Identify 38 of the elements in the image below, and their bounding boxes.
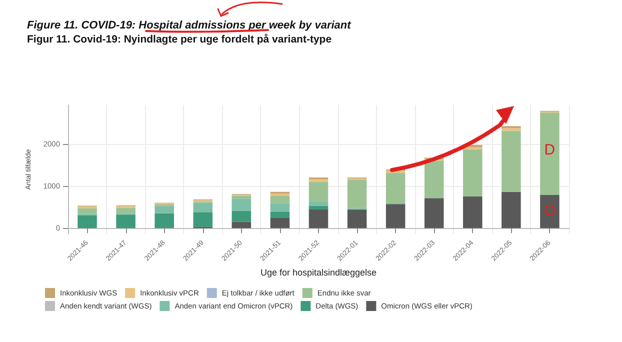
bar [463,196,482,228]
bar [193,202,213,212]
bar [386,172,406,204]
bar [116,208,136,214]
bar [308,202,328,206]
bar [232,222,252,228]
bar [308,179,328,182]
bar [540,112,560,195]
bar [347,210,367,228]
bar [270,218,290,228]
bar [78,215,97,228]
x-axis-title: Uge for hospitalsindlæggelse [260,268,377,278]
bar [270,212,290,218]
bar [193,212,213,227]
bar [270,196,290,204]
annotation: D [544,142,556,159]
chart-title: Figure 11. COVID-19: Hospital admissions per week by variant [27,20,352,32]
bar [386,204,406,228]
bar [424,160,444,198]
bar [540,194,560,228]
bar [232,196,252,199]
bar [154,213,174,228]
annotation: O [544,202,556,220]
bar [502,192,521,228]
bar [116,214,136,228]
bar [270,203,290,212]
bar [154,206,174,214]
bar [308,209,328,228]
bar [308,182,328,202]
bar [232,210,252,222]
bar [232,198,252,211]
bar [502,130,521,192]
bar [463,149,482,196]
bar [347,180,367,208]
bar [502,128,521,131]
bar [424,198,444,228]
chart-subtitle: Figur 11. Covid-19: Nyindlagte per uge fordelt på variant-type [27,34,332,46]
bar [78,208,97,214]
